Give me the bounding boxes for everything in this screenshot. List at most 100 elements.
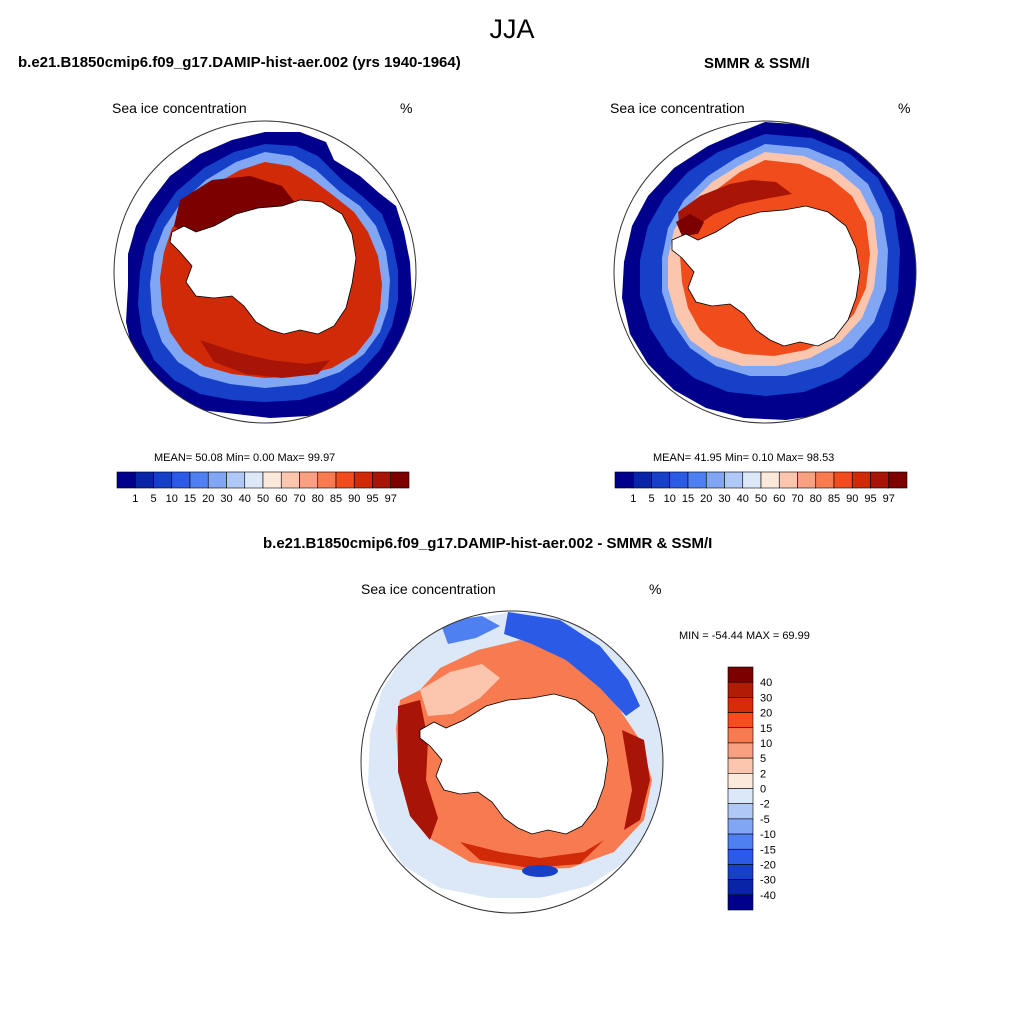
figure-title: JJA	[489, 14, 535, 44]
colorbar-box	[727, 833, 754, 850]
colorbar-tick-label: 1	[132, 493, 138, 505]
panel-2-stats: MEAN= 41.95 Min= 0.10 Max= 98.53	[653, 452, 835, 464]
colorbar-tick-label: 90	[846, 493, 858, 505]
colorbar-tick-label: 85	[330, 493, 342, 505]
colorbar-box	[727, 757, 754, 774]
colorbar-tick-label: 90	[348, 493, 360, 505]
map-observations	[613, 120, 917, 424]
ice-core	[678, 180, 792, 232]
map-border	[613, 120, 917, 424]
colorbar-box	[727, 712, 754, 729]
panel-2-units: %	[898, 100, 911, 116]
colorbar-box	[797, 471, 817, 489]
colorbar-box	[833, 471, 853, 489]
colorbar-box	[870, 471, 890, 489]
colorbar-box	[727, 894, 754, 911]
antarctica	[169, 199, 357, 335]
colorbar-box	[632, 471, 652, 489]
colorbar-box	[727, 803, 754, 820]
colorbar-observations: 1 5 10 15 20 30 40 50 60 70 80 85 90 95 97	[614, 471, 908, 505]
panel-2-variable: Sea ice concentration	[610, 100, 745, 116]
colorbar-box	[724, 471, 744, 489]
colorbar-tick-label: 10	[166, 493, 178, 505]
colorbar-tick-label: 60	[773, 493, 785, 505]
colorbar-tick-label: 20	[700, 493, 712, 505]
panel-1-title: b.e21.B1850cmip6.f09_g17.DAMIP-hist-aer.…	[18, 54, 461, 71]
colorbar-tick-label: 20	[760, 708, 772, 720]
colorbar-tick-label: -10	[760, 829, 776, 841]
colorbar-box	[226, 471, 246, 489]
colorbar-box	[299, 471, 319, 489]
colorbar-box	[353, 471, 373, 489]
colorbar-tick-label: 80	[810, 493, 822, 505]
panel-3-units: %	[649, 581, 662, 597]
map-model	[113, 120, 417, 424]
colorbar-box	[727, 864, 754, 880]
colorbar-tick-label: 85	[828, 493, 840, 505]
colorbar-box	[614, 471, 634, 489]
colorbar-tick-label: 60	[275, 493, 287, 505]
panel-3-title: b.e21.B1850cmip6.f09_g17.DAMIP-hist-aer.…	[263, 535, 713, 552]
colorbar-tick-label: 80	[312, 493, 324, 505]
map-border	[113, 120, 417, 424]
colorbar-tick-label: 97	[385, 493, 397, 505]
colorbar-model: 1 5 10 15 20 30 40 50 60 70 80 85 90 95 97	[116, 471, 410, 505]
colorbar-tick-label: -30	[760, 875, 776, 887]
diff-strong-west	[398, 700, 438, 840]
colorbar-box	[244, 471, 264, 489]
colorbar-tick-label: 50	[755, 493, 767, 505]
colorbar-tick-label: 15	[184, 493, 196, 505]
diff-strong-south	[460, 840, 604, 868]
colorbar-box	[727, 697, 754, 713]
colorbar-tick-label: 70	[791, 493, 803, 505]
colorbar-box	[727, 742, 754, 759]
colorbar-box	[727, 788, 754, 804]
colorbar-box	[134, 471, 154, 489]
colorbar-box	[372, 471, 392, 489]
colorbar-box	[207, 471, 227, 489]
antarctica	[671, 205, 861, 347]
diff-negative-south	[522, 865, 558, 877]
colorbar-box	[742, 471, 762, 489]
diff-negative-north	[504, 612, 640, 716]
colorbar-tick-label: 10	[664, 493, 676, 505]
colorbar-box	[778, 471, 798, 489]
colorbar-box	[153, 471, 173, 489]
colorbar-tick-label: 40	[760, 677, 772, 689]
colorbar-tick-label: -20	[760, 859, 776, 871]
colorbar-tick-label: 30	[760, 692, 772, 704]
colorbar-tick-label: 50	[257, 493, 269, 505]
colorbar-tick-label: -2	[760, 799, 770, 811]
colorbar-box	[727, 848, 754, 865]
colorbar-box	[280, 471, 300, 489]
panel-1-stats: MEAN= 50.08 Min= 0.00 Max= 99.97	[154, 452, 336, 464]
antarctica	[419, 693, 609, 835]
colorbar-tick-label: 20	[202, 493, 214, 505]
colorbar-tick-label: 30	[718, 493, 730, 505]
panel-3-variable: Sea ice concentration	[361, 581, 496, 597]
ice-core	[174, 176, 296, 236]
panel-3-stats: MIN = -54.44 MAX = 69.99	[679, 630, 810, 642]
colorbar-tick-label: -15	[760, 844, 776, 856]
colorbar-box	[727, 666, 754, 683]
colorbar-box	[116, 471, 136, 489]
colorbar-box	[705, 471, 725, 489]
colorbar-tick-label: 1	[630, 493, 636, 505]
colorbar-tick-label: 40	[737, 493, 749, 505]
map-border	[360, 610, 664, 914]
colorbar-tick-label: -5	[760, 814, 770, 826]
colorbar-box	[727, 773, 754, 789]
panel-2-title: SMMR & SSM/I	[704, 55, 810, 72]
panel-1-units: %	[400, 100, 413, 116]
colorbar-box	[687, 471, 707, 489]
colorbar-box	[669, 471, 689, 489]
colorbar-tick-label: 95	[366, 493, 378, 505]
colorbar-box	[171, 471, 191, 489]
ice-core-dark	[676, 214, 704, 236]
colorbar-box	[390, 471, 410, 489]
colorbar-box	[262, 471, 282, 489]
diff-negative-nw	[440, 616, 500, 644]
colorbar-tick-label: 15	[760, 723, 772, 735]
